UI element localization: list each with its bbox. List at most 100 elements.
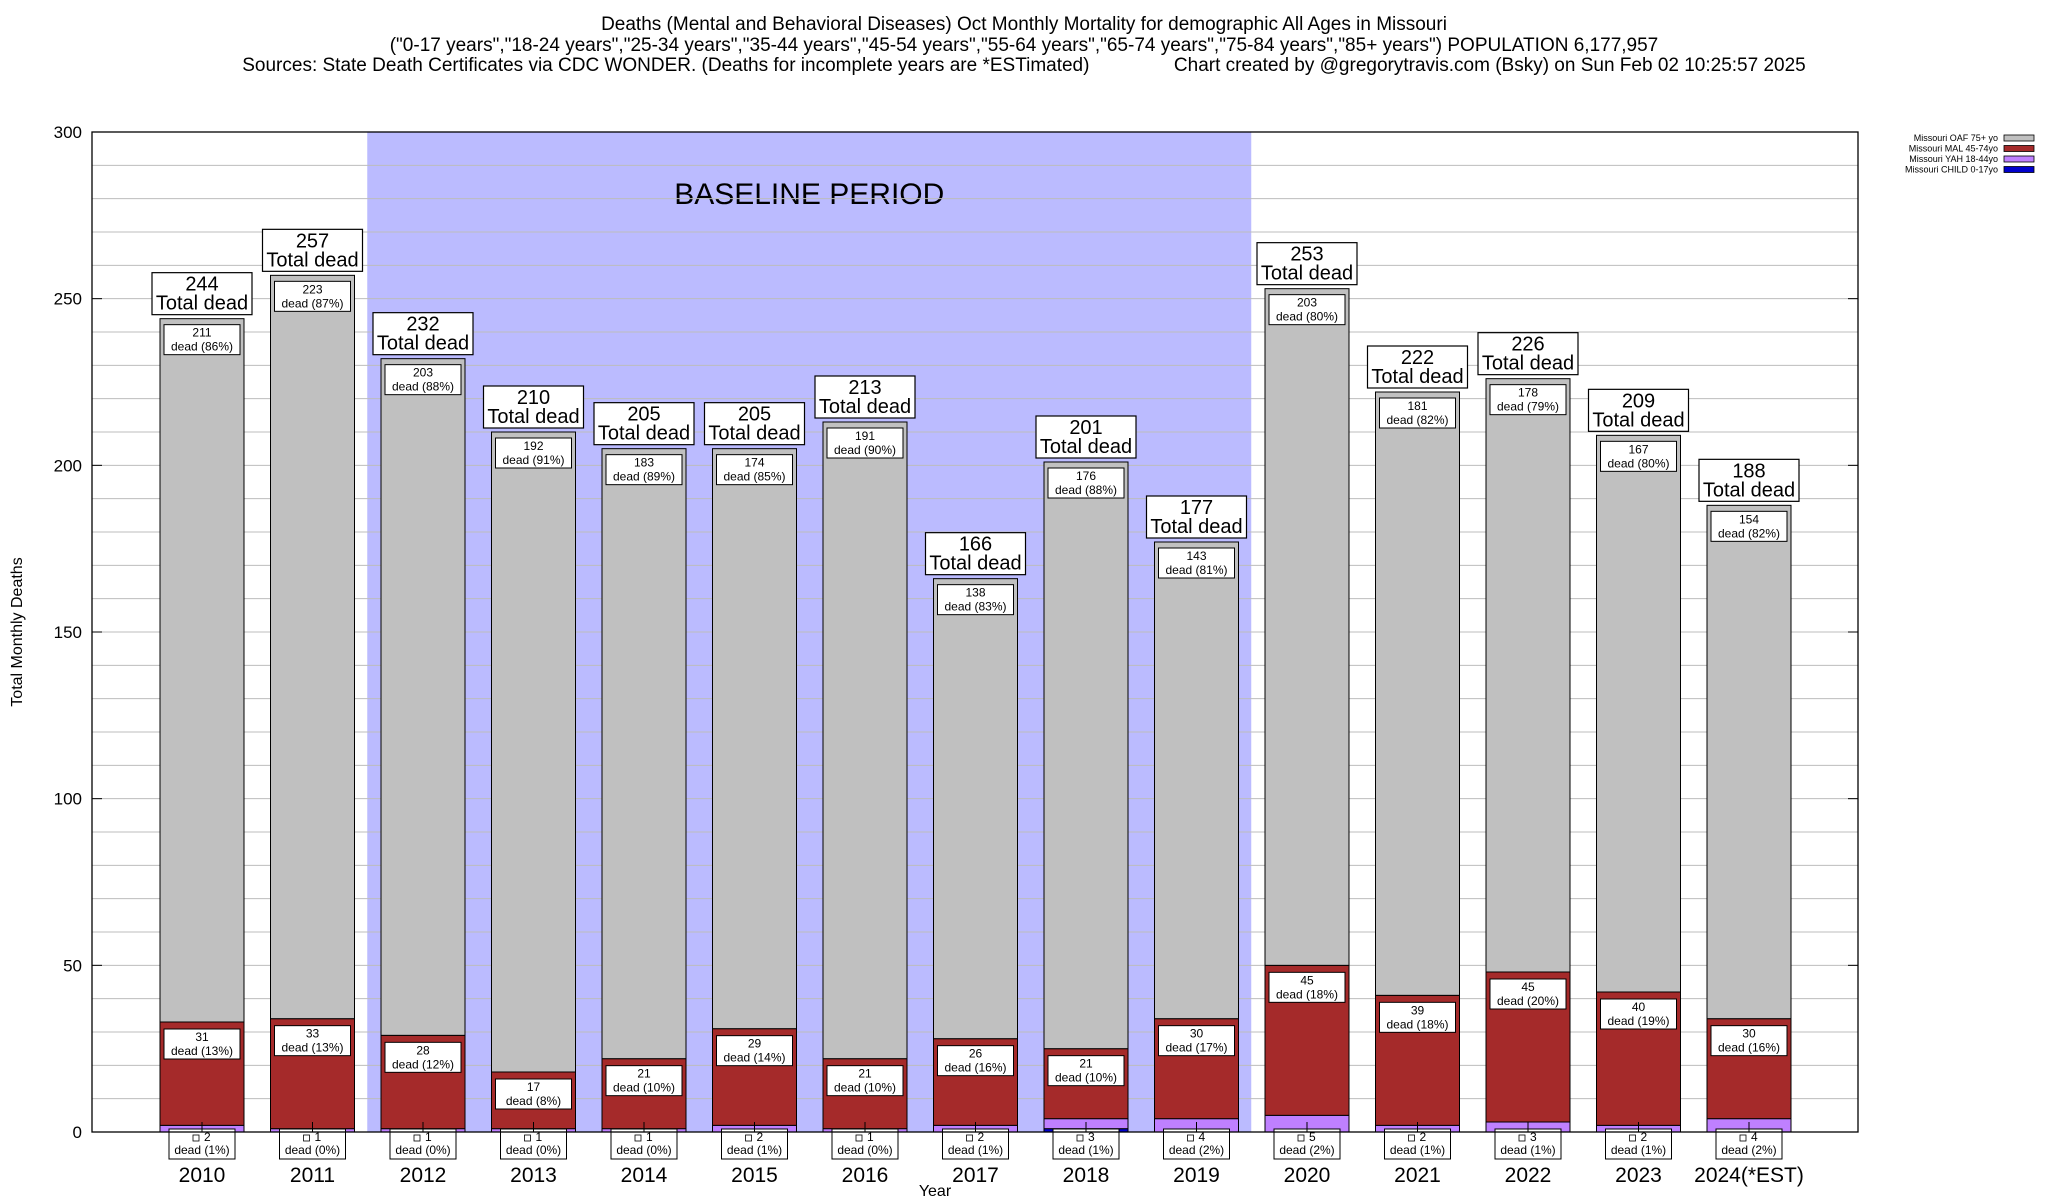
segment-pct-yah: dead (0%) [837, 1143, 892, 1157]
segment-label-box-mal [163, 1028, 241, 1060]
y-tick-label: 50 [63, 956, 82, 975]
segment-pct-mal: dead (13%) [281, 1041, 343, 1055]
segment-value-yah: 2 [1420, 1130, 1427, 1144]
segment-label-box-oaf [1489, 384, 1567, 416]
total-label-box [1587, 388, 1690, 432]
segment-value-oaf: 174 [744, 456, 764, 470]
x-tick-label: 2010 [179, 1164, 226, 1187]
segment-value-oaf: 176 [1076, 469, 1096, 483]
segment-pct-oaf: dead (89%) [613, 470, 675, 484]
segment-pct-mal: dead (10%) [834, 1081, 896, 1095]
segment-value-oaf: 181 [1407, 399, 1427, 413]
total-suffix-label: Total dead [377, 333, 469, 355]
x-tick-label: 2011 [290, 1164, 335, 1187]
legend-swatch [2003, 145, 2035, 152]
total-value-label: 205 [627, 404, 660, 426]
total-label-box [703, 402, 806, 446]
segment-pct-yah: dead (1%) [1611, 1143, 1666, 1157]
total-suffix-label: Total dead [487, 406, 579, 428]
segment-label-box-yah [389, 1128, 457, 1160]
segment-value-oaf: 143 [1186, 549, 1206, 563]
total-suffix-label: Total dead [1040, 436, 1132, 458]
segment-label-key-yah [634, 1134, 642, 1142]
segment-label-box-yah [1163, 1128, 1230, 1160]
segment-pct-oaf: dead (80%) [1607, 456, 1669, 470]
segment-label-box-oaf [1047, 467, 1125, 499]
total-value-label: 244 [185, 274, 218, 296]
segment-label-box-oaf [163, 324, 241, 356]
total-suffix-label: Total dead [1592, 409, 1684, 431]
segment-pct-mal: dead (18%) [1276, 987, 1338, 1001]
segment-pct-yah: dead (0%) [616, 1143, 671, 1157]
bar-segment-oaf [601, 448, 687, 1060]
segment-label-key-yah [1187, 1134, 1194, 1142]
x-tick-label: 2017 [952, 1164, 999, 1187]
segment-label-key-yah [303, 1134, 310, 1142]
segment-label-box-mal [826, 1065, 904, 1097]
bar-segment-oaf [1154, 541, 1239, 1020]
segment-pct-mal: dead (12%) [392, 1057, 454, 1071]
segment-pct-mal: dead (20%) [1497, 994, 1559, 1008]
segment-value-yah: 4 [1199, 1130, 1206, 1144]
segment-label-box-mal [274, 1025, 351, 1057]
y-tick-label: 0 [73, 1123, 82, 1142]
bar-segment-oaf [270, 274, 355, 1020]
segment-pct-mal: dead (8%) [506, 1094, 561, 1108]
segment-pct-yah: dead (1%) [1390, 1143, 1445, 1157]
chart-title-line-2: ("0-17 years","18-24 years","25-34 years… [389, 35, 1659, 56]
y-tick-label: 100 [54, 790, 82, 809]
segment-label-key-yah [966, 1134, 973, 1142]
segment-value-oaf: 154 [1739, 512, 1759, 526]
total-suffix-label: Total dead [598, 423, 690, 445]
segment-value-mal: 28 [416, 1043, 430, 1057]
segment-label-box-yah [500, 1128, 567, 1160]
segment-label-box-yah [1494, 1128, 1562, 1160]
total-value-label: 201 [1069, 417, 1102, 439]
segment-label-box-oaf [1268, 294, 1346, 326]
x-tick-label: 2016 [842, 1164, 889, 1187]
segment-label-box-oaf [716, 454, 793, 486]
segment-value-yah: 5 [1309, 1130, 1316, 1144]
total-suffix-label: Total dead [266, 249, 358, 271]
total-label-box [1035, 415, 1137, 459]
segment-value-oaf: 203 [413, 366, 433, 380]
x-tick-label: 2015 [731, 1164, 778, 1187]
segment-label-box-mal [1600, 998, 1677, 1030]
segment-pct-yah: dead (1%) [1500, 1143, 1555, 1157]
segment-label-box-mal [1268, 971, 1346, 1003]
total-label-box [151, 272, 253, 316]
chart-title-line-3: Sources: State Death Certificates via CD… [242, 55, 1806, 76]
total-label-box [482, 385, 585, 429]
legend-label: Missouri OAF 75+ yo [1914, 133, 1998, 143]
total-suffix-label: Total dead [1703, 479, 1795, 501]
segment-label-key-yah [1739, 1134, 1747, 1142]
segment-label-key-yah [524, 1134, 531, 1142]
segment-label-box-oaf [384, 364, 462, 396]
total-label-box [372, 312, 474, 356]
bar-segment-oaf [380, 358, 466, 1036]
y-tick-label: 150 [54, 623, 82, 642]
segment-pct-mal: dead (13%) [171, 1044, 233, 1058]
segment-label-key-yah [192, 1134, 200, 1142]
segment-pct-mal: dead (10%) [1055, 1071, 1117, 1085]
segment-label-box-mal [495, 1078, 572, 1110]
segment-pct-oaf: dead (82%) [1386, 413, 1448, 427]
x-axis-title: Year [919, 1183, 952, 1200]
segment-value-yah: 2 [204, 1130, 211, 1144]
segment-label-box-mal [937, 1045, 1014, 1077]
segment-value-mal: 29 [748, 1037, 762, 1051]
total-value-label: 205 [738, 404, 771, 426]
x-tick-label: 2012 [400, 1164, 447, 1187]
segment-value-yah: 1 [425, 1130, 432, 1144]
segment-value-oaf: 178 [1518, 386, 1538, 400]
segment-label-box-yah [1715, 1128, 1783, 1160]
segment-value-oaf: 138 [965, 586, 985, 600]
total-label-box [1256, 242, 1358, 286]
segment-pct-mal: dead (14%) [723, 1051, 785, 1065]
segment-value-mal: 21 [858, 1067, 872, 1081]
segment-pct-oaf: dead (79%) [1497, 400, 1559, 414]
segment-value-mal: 40 [1632, 1000, 1646, 1014]
segment-pct-yah: dead (0%) [285, 1143, 340, 1157]
segment-pct-yah: dead (0%) [506, 1143, 561, 1157]
segment-label-key-yah [1629, 1134, 1636, 1142]
